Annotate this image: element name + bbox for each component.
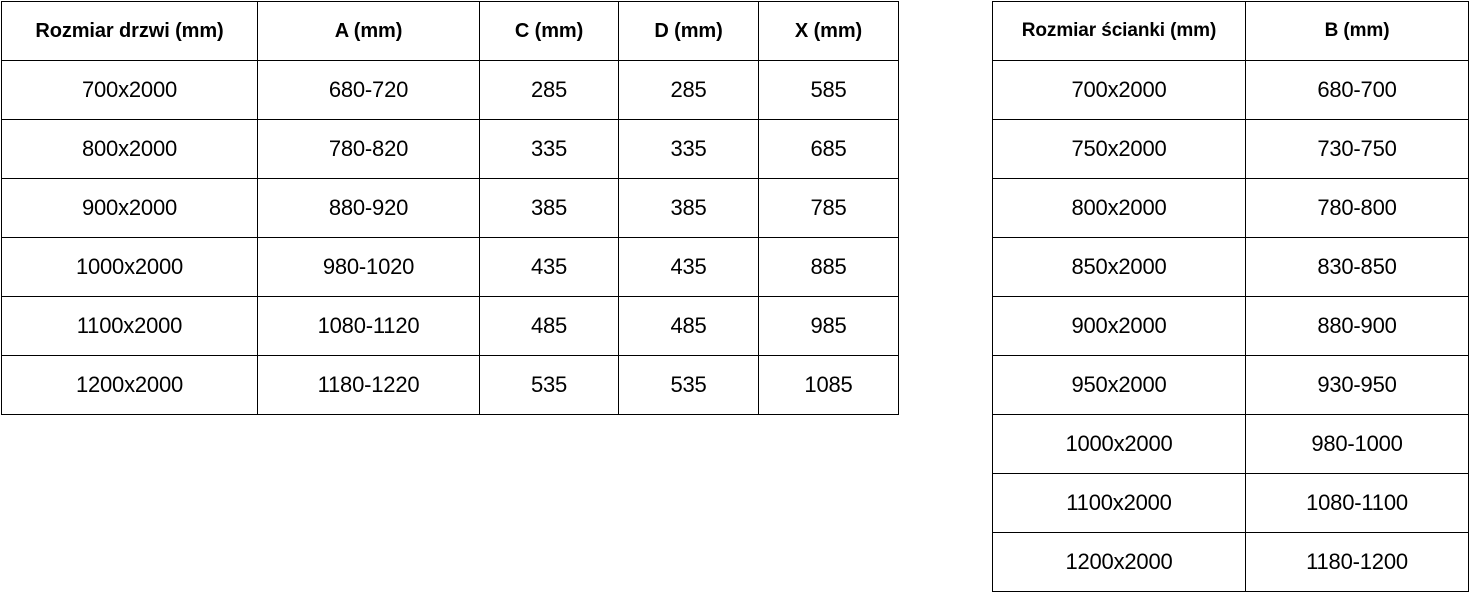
cell-c: 385 xyxy=(479,178,619,238)
cell-door-size: 800x2000 xyxy=(1,119,258,179)
cell-x: 985 xyxy=(758,296,899,356)
cell-a: 680-720 xyxy=(257,60,480,120)
cell-b: 980-1000 xyxy=(1245,414,1469,474)
cell-b: 830-850 xyxy=(1245,237,1469,297)
cell-b: 780-800 xyxy=(1245,178,1469,238)
cell-door-size: 1200x2000 xyxy=(1,355,258,415)
cell-wall-size: 700x2000 xyxy=(992,60,1246,120)
wall-size-table: Rozmiar ścianki (mm) B (mm) 700x2000 680… xyxy=(992,1,1469,592)
table-row: 700x2000 680-720 285 285 585 xyxy=(1,60,899,120)
cell-x: 785 xyxy=(758,178,899,238)
cell-wall-size: 1000x2000 xyxy=(992,414,1246,474)
cell-c: 435 xyxy=(479,237,619,297)
cell-b: 730-750 xyxy=(1245,119,1469,179)
column-header-d: D (mm) xyxy=(618,1,759,61)
cell-wall-size: 900x2000 xyxy=(992,296,1246,356)
table-row: 700x2000 680-700 xyxy=(992,60,1469,120)
cell-x: 585 xyxy=(758,60,899,120)
table-row: 1000x2000 980-1000 xyxy=(992,414,1469,474)
table-row: 1000x2000 980-1020 435 435 885 xyxy=(1,237,899,297)
table-row: 800x2000 780-800 xyxy=(992,178,1469,238)
table-header-row: Rozmiar ścianki (mm) B (mm) xyxy=(992,1,1469,61)
cell-b: 930-950 xyxy=(1245,355,1469,415)
cell-b: 680-700 xyxy=(1245,60,1469,120)
table-row: 1200x2000 1180-1200 xyxy=(992,532,1469,592)
cell-b: 1080-1100 xyxy=(1245,473,1469,533)
column-header-door-size: Rozmiar drzwi (mm) xyxy=(1,1,258,61)
column-header-a: A (mm) xyxy=(257,1,480,61)
cell-a: 880-920 xyxy=(257,178,480,238)
cell-d: 535 xyxy=(618,355,759,415)
cell-a: 1180-1220 xyxy=(257,355,480,415)
cell-door-size: 1000x2000 xyxy=(1,237,258,297)
cell-d: 485 xyxy=(618,296,759,356)
table-row: 1100x2000 1080-1100 xyxy=(992,473,1469,533)
cell-x: 885 xyxy=(758,237,899,297)
table-row: 850x2000 830-850 xyxy=(992,237,1469,297)
cell-d: 385 xyxy=(618,178,759,238)
cell-b: 880-900 xyxy=(1245,296,1469,356)
cell-c: 285 xyxy=(479,60,619,120)
cell-a: 780-820 xyxy=(257,119,480,179)
doors-size-table: Rozmiar drzwi (mm) A (mm) C (mm) D (mm) … xyxy=(1,1,899,415)
column-header-c: C (mm) xyxy=(479,1,619,61)
cell-door-size: 700x2000 xyxy=(1,60,258,120)
cell-x: 685 xyxy=(758,119,899,179)
cell-door-size: 1100x2000 xyxy=(1,296,258,356)
cell-b: 1180-1200 xyxy=(1245,532,1469,592)
cell-c: 535 xyxy=(479,355,619,415)
cell-wall-size: 1200x2000 xyxy=(992,532,1246,592)
cell-d: 335 xyxy=(618,119,759,179)
cell-a: 1080-1120 xyxy=(257,296,480,356)
table-row: 900x2000 880-920 385 385 785 xyxy=(1,178,899,238)
cell-wall-size: 1100x2000 xyxy=(992,473,1246,533)
table-row: 1100x2000 1080-1120 485 485 985 xyxy=(1,296,899,356)
table-row: 1200x2000 1180-1220 535 535 1085 xyxy=(1,355,899,415)
column-header-wall-size: Rozmiar ścianki (mm) xyxy=(992,1,1246,61)
column-header-b: B (mm) xyxy=(1245,1,1469,61)
cell-wall-size: 950x2000 xyxy=(992,355,1246,415)
column-header-x: X (mm) xyxy=(758,1,899,61)
cell-d: 435 xyxy=(618,237,759,297)
cell-wall-size: 750x2000 xyxy=(992,119,1246,179)
table-row: 950x2000 930-950 xyxy=(992,355,1469,415)
cell-c: 335 xyxy=(479,119,619,179)
table-row: 800x2000 780-820 335 335 685 xyxy=(1,119,899,179)
cell-x: 1085 xyxy=(758,355,899,415)
cell-a: 980-1020 xyxy=(257,237,480,297)
cell-c: 485 xyxy=(479,296,619,356)
cell-door-size: 900x2000 xyxy=(1,178,258,238)
table-row: 900x2000 880-900 xyxy=(992,296,1469,356)
cell-wall-size: 800x2000 xyxy=(992,178,1246,238)
table-header-row: Rozmiar drzwi (mm) A (mm) C (mm) D (mm) … xyxy=(1,1,899,61)
cell-d: 285 xyxy=(618,60,759,120)
cell-wall-size: 850x2000 xyxy=(992,237,1246,297)
table-row: 750x2000 730-750 xyxy=(992,119,1469,179)
